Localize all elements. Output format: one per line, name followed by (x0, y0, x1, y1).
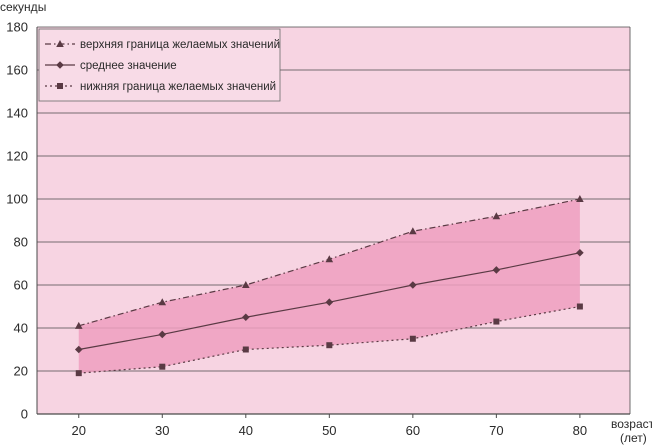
legend: верхняя граница желаемых значений среднее… (38, 28, 281, 102)
point-s1-60 (409, 281, 417, 289)
point-s0-40 (242, 281, 250, 288)
y-tick-160: 160 (6, 63, 28, 78)
legend-marker-0 (56, 40, 64, 47)
legend-label-1: среднее значение (80, 60, 177, 72)
x-tick-20: 20 (72, 423, 86, 438)
legend-marker-1 (56, 61, 64, 69)
legend-label-2: нижняя граница желаемых значений (80, 81, 276, 93)
point-s1-80 (576, 248, 584, 257)
point-s0-60 (409, 227, 417, 235)
y-tick-80: 80 (14, 235, 28, 250)
point-s2-60 (409, 335, 416, 342)
point-s1-50 (325, 298, 334, 306)
x-tick-60: 60 (406, 423, 420, 438)
point-s1-30 (158, 330, 167, 339)
x-tick-50: 50 (322, 423, 336, 438)
y-tick-140: 140 (6, 106, 28, 121)
legend-label-0: верхняя граница желаемых значений (80, 39, 280, 51)
point-s2-80 (576, 303, 583, 310)
point-s0-50 (325, 255, 334, 263)
point-s1-20 (74, 345, 83, 354)
y-tick-120: 120 (6, 149, 28, 164)
x-tick-labels: 20 30 40 50 60 70 80 (72, 423, 588, 438)
point-s1-40 (242, 313, 250, 322)
legend-box (38, 28, 281, 102)
y-tick-60: 60 (14, 278, 28, 293)
point-s0-80 (576, 195, 584, 202)
y-tick-20: 20 (14, 364, 28, 379)
x-tick-40: 40 (239, 423, 253, 438)
point-s0-70 (492, 212, 501, 220)
y-axis-title: секунды (0, 0, 46, 14)
point-s2-30 (159, 363, 166, 370)
y-tick-100: 100 (6, 192, 28, 207)
point-s2-70 (493, 318, 500, 325)
series-markers (74, 195, 584, 377)
desired-range-band (78, 199, 580, 374)
x-tick-80: 80 (573, 423, 587, 438)
x-tick-70: 70 (489, 423, 503, 438)
legend-marker-2 (57, 83, 63, 89)
point-s2-50 (326, 342, 333, 349)
point-s2-40 (242, 346, 249, 353)
x-axis-unit: (лет) (620, 431, 647, 445)
point-s1-70 (492, 266, 501, 274)
y-tick-180: 180 (6, 20, 28, 35)
point-s0-30 (158, 298, 167, 306)
point-s2-20 (75, 370, 82, 377)
x-axis-title: возраст (611, 417, 652, 431)
y-tick-40: 40 (14, 321, 28, 336)
y-tick-labels: 0 20 40 60 80 100 120 140 160 180 (6, 20, 28, 422)
y-tick-0: 0 (21, 407, 28, 422)
x-tick-30: 30 (155, 423, 169, 438)
point-s0-20 (74, 321, 83, 329)
